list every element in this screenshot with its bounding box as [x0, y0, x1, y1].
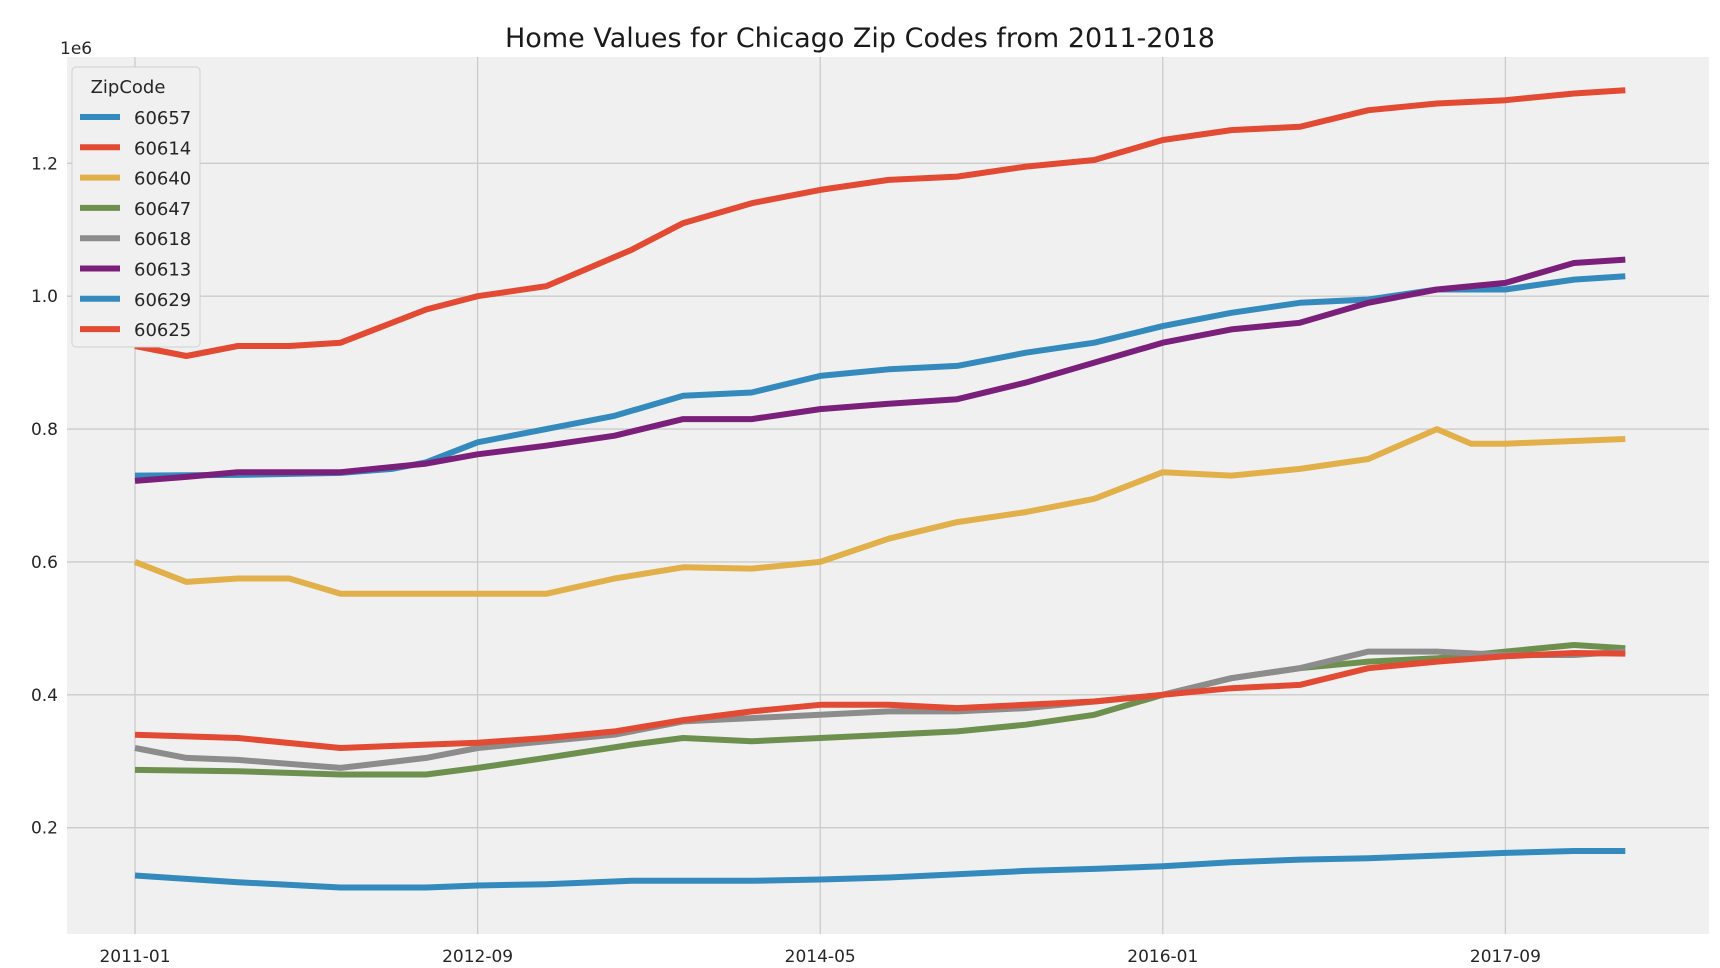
- y-tick-label: 0.8: [31, 420, 58, 440]
- axis-labels: 0.2 0.4 0.6 0.8 1.0 1.2 2011-01 2012-09 2014-05 2…: [31, 154, 1541, 967]
- series-line-60625: [134, 650, 1626, 751]
- y-tick-label: 1.0: [31, 287, 58, 307]
- legend-label-60657: 60657: [134, 108, 191, 129]
- series-line-60647: [134, 642, 1626, 778]
- series-line-60629: [134, 848, 1626, 891]
- legend-label-60625: 60625: [134, 320, 191, 341]
- series-layer: [133, 87, 1626, 891]
- y-tick-label: 0.2: [31, 819, 58, 839]
- x-tick-label: 2012-09: [442, 947, 513, 967]
- legend: ZipCode 60657606146064060647606186061360…: [71, 66, 201, 348]
- legend-label-60613: 60613: [134, 260, 191, 281]
- y-offset-label: 1e6: [60, 39, 92, 59]
- x-tick-label: 2016-01: [1127, 947, 1198, 967]
- y-tick-label: 0.6: [31, 553, 58, 573]
- y-tick-label: 0.4: [31, 686, 58, 706]
- legend-box: [71, 66, 201, 348]
- series-line-60613: [134, 256, 1626, 484]
- y-tick-label: 1.2: [31, 154, 58, 174]
- x-tick-label: 2017-09: [1470, 947, 1541, 967]
- series-line-60614: [134, 87, 1626, 359]
- legend-items: 60657 60614 60640 60647 60618 60613 60629 60625: [80, 108, 191, 341]
- legend-label-60629: 60629: [134, 290, 191, 311]
- series-line-60618: [134, 648, 1626, 771]
- grid: [67, 57, 1709, 934]
- legend-label-60614: 60614: [134, 138, 191, 159]
- legend-label-60618: 60618: [134, 229, 191, 250]
- legend-label-60640: 60640: [134, 169, 191, 190]
- series-line-60640: [133, 426, 1626, 597]
- legend-title: ZipCode: [91, 77, 166, 98]
- x-tick-label: 2014-05: [785, 947, 856, 967]
- x-tick-label: 2011-01: [99, 947, 170, 967]
- chart-title: Home Values for Chicago Zip Codes from 2…: [505, 23, 1215, 54]
- legend-label-60647: 60647: [134, 199, 191, 220]
- plot-area: [67, 57, 1709, 934]
